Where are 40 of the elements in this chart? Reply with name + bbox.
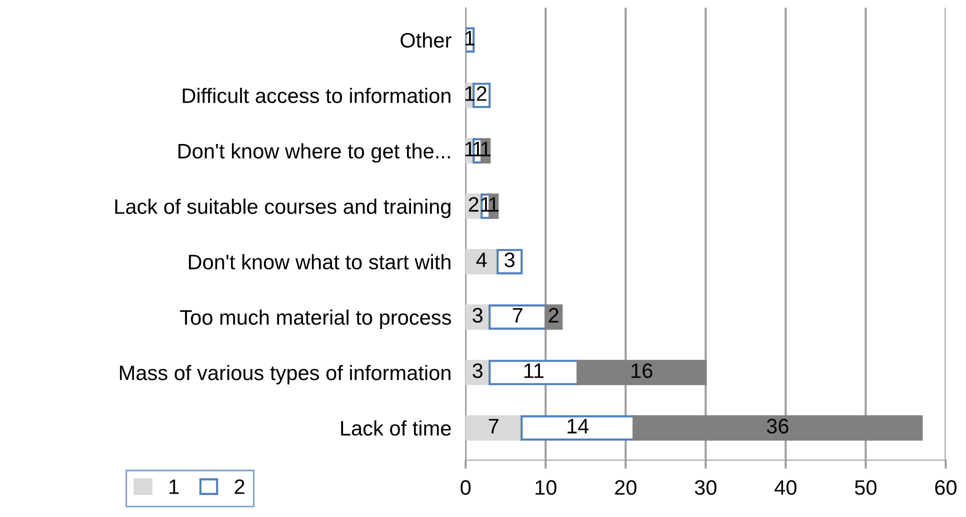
y-tick-label: Other xyxy=(400,32,452,48)
y-tick-label: Don't know what to start with xyxy=(188,254,450,270)
y-tick-label: Too much material to process xyxy=(180,310,451,329)
data-label: 16 xyxy=(632,363,652,378)
data-label: 7 xyxy=(488,418,498,434)
data-label: 1 xyxy=(481,142,490,156)
x-tick-label: 10 xyxy=(536,480,556,495)
bar xyxy=(488,360,579,386)
x-tick-label: 40 xyxy=(774,480,796,495)
bar xyxy=(544,304,563,330)
bar xyxy=(520,415,635,441)
data-label: 14 xyxy=(568,418,589,434)
bar xyxy=(632,415,923,441)
x-tick-label: 30 xyxy=(694,480,716,495)
y-tick-label: Difficult access to information xyxy=(182,88,450,104)
data-label: 2 xyxy=(476,86,486,101)
y-tick-label: Lack of suitable courses and training xyxy=(115,198,450,218)
data-label: 2 xyxy=(548,308,558,322)
legend-label: 1 xyxy=(170,480,179,494)
data-label: 36 xyxy=(766,418,788,434)
data-label: 3 xyxy=(472,363,482,378)
x-tick-label: 20 xyxy=(615,480,636,495)
legend-label: 2 xyxy=(234,479,244,494)
data-label: 2 xyxy=(468,197,478,212)
data-label: 4 xyxy=(476,252,487,268)
x-tick-label: 0 xyxy=(460,480,471,495)
y-tick-label: Don't know where to get the... xyxy=(178,143,450,163)
y-tick-label: Mass of various types of information xyxy=(120,364,450,384)
x-tick-label: 50 xyxy=(854,480,876,495)
data-label: 7 xyxy=(512,308,522,322)
data-label: 1 xyxy=(489,197,498,212)
y-tick-label: Lack of time xyxy=(341,420,451,436)
x-tick-label: 60 xyxy=(935,480,956,495)
bar xyxy=(576,360,707,386)
bar xyxy=(466,415,523,441)
data-label: 3 xyxy=(472,308,482,323)
bar xyxy=(488,304,547,330)
data-label: 11 xyxy=(524,364,544,378)
data-label: 3 xyxy=(504,252,514,268)
bar xyxy=(496,248,523,274)
